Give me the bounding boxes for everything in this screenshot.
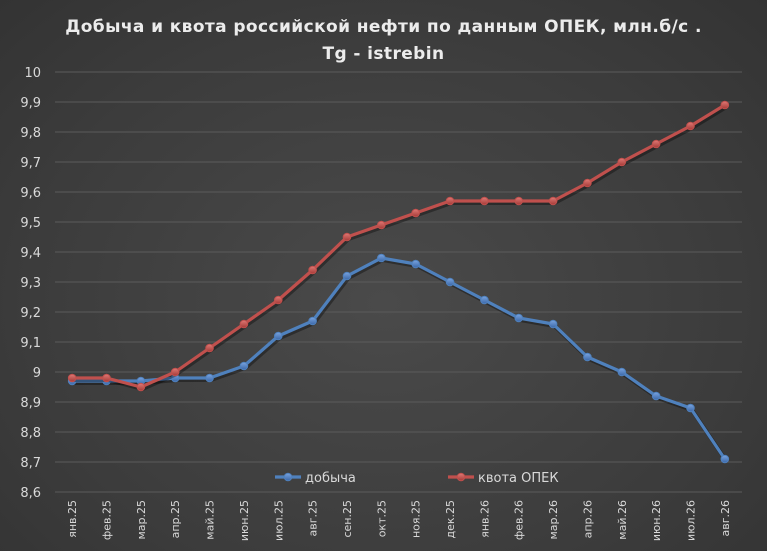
x-axis-tick-labels: янв.25 фев.25 мар.25 апр.25 май.25 июн.25 июл.… <box>66 500 732 541</box>
data-point <box>308 265 317 275</box>
x-tick-label: фев.26 <box>513 500 526 540</box>
data-point <box>617 157 627 167</box>
data-point <box>445 196 455 206</box>
series-line-shadow <box>73 258 728 463</box>
x-tick-label: дек.25 <box>444 500 457 539</box>
series-line-shadow <box>73 105 728 391</box>
x-tick-label: июл.25 <box>272 500 285 541</box>
data-point <box>514 196 524 206</box>
x-tick-label: май.26 <box>616 500 629 540</box>
chart-title-line-1: Добыча и квота российской нефти по данны… <box>65 17 702 37</box>
data-point <box>308 316 317 326</box>
data-point <box>205 343 214 353</box>
legend-marker-0 <box>283 472 293 482</box>
data-point <box>411 259 420 269</box>
x-tick-label: окт.25 <box>375 500 388 537</box>
data-point <box>377 253 386 263</box>
legend-marker-1 <box>456 472 466 482</box>
data-point <box>720 454 730 464</box>
series-line-1 <box>70 103 727 389</box>
y-tick-label: 9,5 <box>20 216 41 231</box>
y-tick-label: 9,1 <box>20 336 41 351</box>
x-tick-label: апр.26 <box>581 500 594 538</box>
data-point <box>583 178 592 188</box>
data-point <box>170 367 180 377</box>
x-tick-label: мар.25 <box>135 500 148 540</box>
x-tick-label: авг.25 <box>307 500 320 537</box>
legend-label-1: квота ОПЕК <box>478 471 559 486</box>
y-tick-label: 9,8 <box>20 126 41 141</box>
y-tick-label: 9,7 <box>20 156 41 171</box>
data-point <box>480 295 489 305</box>
y-tick-label: 9,6 <box>20 186 41 201</box>
x-tick-label: май.25 <box>204 500 217 540</box>
y-axis-tick-labels: 8,6 8,7 8,8 8,9 9 9,1 9,2 9,3 9,4 9,5 9,6 9,7 9,8 9,9… <box>20 66 41 501</box>
grid-lines <box>55 71 742 493</box>
data-point <box>67 373 77 383</box>
data-point <box>136 382 146 392</box>
data-point <box>548 319 558 329</box>
x-tick-label: мар.26 <box>547 500 560 540</box>
x-tick-label: янв.26 <box>478 500 491 538</box>
data-point <box>514 313 524 323</box>
data-point <box>686 121 695 131</box>
data-point <box>617 367 627 377</box>
chart-title-line-2: Tg - istrebin <box>322 44 445 64</box>
y-tick-label: 10 <box>24 66 41 81</box>
y-tick-label: 8,8 <box>20 426 41 441</box>
legend-label-0: добыча <box>305 471 356 486</box>
y-tick-label: 9,2 <box>20 306 41 321</box>
data-point <box>411 208 420 218</box>
chart-title: Добыча и квота российской нефти по данны… <box>0 14 767 68</box>
data-point <box>205 373 214 383</box>
data-point <box>273 295 283 305</box>
data-point <box>720 100 730 110</box>
y-tick-label: 9,9 <box>20 96 41 111</box>
data-point <box>239 319 249 329</box>
y-tick-label: 8,7 <box>20 456 41 471</box>
data-point <box>273 331 283 341</box>
x-tick-label: сен.25 <box>341 500 354 538</box>
data-point <box>651 391 661 401</box>
data-point <box>583 352 592 362</box>
y-tick-label: 8,9 <box>20 396 41 411</box>
x-tick-label: янв.25 <box>66 500 79 538</box>
data-point <box>686 403 695 413</box>
data-point <box>342 271 352 281</box>
data-series <box>67 100 730 464</box>
y-tick-label: 9,4 <box>20 246 41 261</box>
series-line-0 <box>70 256 727 461</box>
y-tick-label: 9,3 <box>20 276 41 291</box>
x-tick-label: авг.26 <box>719 500 732 537</box>
x-tick-label: фев.25 <box>101 500 114 540</box>
x-tick-label: ноя.25 <box>410 500 423 538</box>
data-point <box>342 232 352 242</box>
data-point <box>480 196 489 206</box>
x-tick-label: апр.25 <box>169 500 182 538</box>
data-point <box>548 196 558 206</box>
data-point <box>445 277 455 287</box>
y-tick-label: 8,6 <box>20 486 41 501</box>
data-point <box>651 139 661 149</box>
y-tick-label: 9 <box>33 366 41 381</box>
x-tick-label: июл.26 <box>684 500 697 541</box>
data-point <box>239 361 249 371</box>
data-point <box>102 373 111 383</box>
x-tick-label: июн.26 <box>650 500 663 541</box>
data-point <box>377 220 386 230</box>
x-tick-label: июн.25 <box>238 500 251 541</box>
legend: добыча квота ОПЕК <box>275 471 559 486</box>
